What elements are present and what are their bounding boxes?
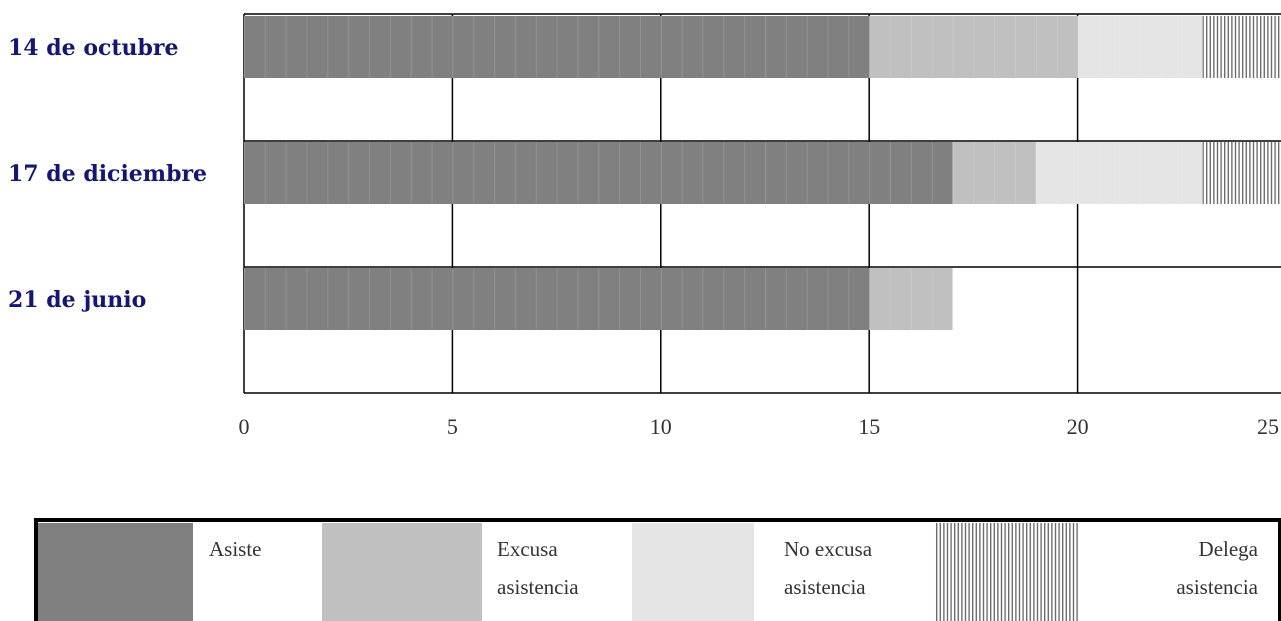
legend-label: Asiste xyxy=(209,537,262,561)
legend-swatch-3 xyxy=(632,523,754,621)
bar-texture xyxy=(869,268,953,330)
category-labels: 14 de octubre 17 de diciembre 21 de junio xyxy=(8,35,207,313)
bar-texture xyxy=(244,142,953,204)
x-axis-ticks: 0 5 10 15 20 25 xyxy=(239,414,1280,439)
x-tick-label: 25 xyxy=(1257,414,1279,439)
x-tick-label: 20 xyxy=(1067,414,1089,439)
category-label: 21 de junio xyxy=(8,287,146,313)
legend-label: asistencia xyxy=(1176,575,1258,599)
x-tick-label: 0 xyxy=(239,414,250,439)
legend-label: Delega xyxy=(1199,537,1259,561)
legend-swatch-4 xyxy=(934,523,1080,621)
bar-texture xyxy=(869,16,1078,78)
category-label: 17 de diciembre xyxy=(8,161,207,187)
bars xyxy=(244,16,1281,330)
legend-swatch-2 xyxy=(322,523,482,621)
bar-texture xyxy=(244,268,870,330)
legend-label: Excusa xyxy=(497,537,558,561)
bar-1-delega-asistencia xyxy=(1202,16,1281,78)
x-tick-label: 5 xyxy=(447,414,458,439)
x-tick-label: 15 xyxy=(858,414,880,439)
legend-label: asistencia xyxy=(784,575,866,599)
bar-2-delega-asistencia xyxy=(1202,142,1281,204)
legend: Asiste Excusa asistencia No excusa asistenci… xyxy=(34,518,1281,621)
x-tick-label: 10 xyxy=(650,414,672,439)
bar-texture xyxy=(1035,142,1203,204)
bar-texture xyxy=(952,142,1036,204)
bar-texture xyxy=(244,16,870,78)
bar-texture xyxy=(1077,16,1203,78)
category-label: 14 de octubre xyxy=(8,35,179,61)
legend-label: No excusa xyxy=(784,537,873,561)
legend-label: asistencia xyxy=(497,575,579,599)
legend-swatch-1 xyxy=(38,523,193,621)
